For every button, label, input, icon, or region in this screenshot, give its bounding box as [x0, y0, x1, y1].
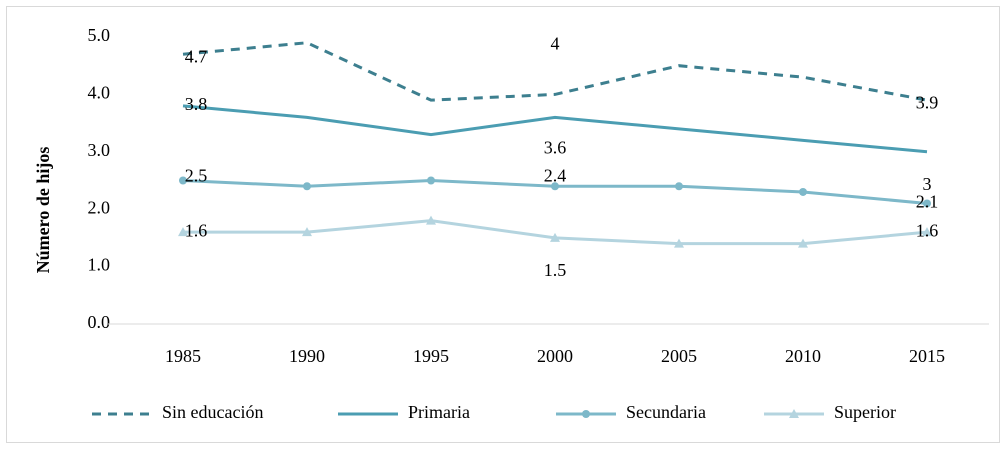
data-label: 3 — [923, 174, 932, 194]
point — [675, 182, 683, 191]
point — [922, 227, 932, 237]
point — [550, 232, 560, 242]
legend-label: Superior — [834, 402, 896, 422]
y-axis-title: Número de hijos — [33, 147, 53, 274]
point — [798, 238, 808, 248]
point — [427, 176, 435, 185]
y-tick-label: 1.0 — [88, 255, 111, 275]
data-label: 1.6 — [185, 220, 208, 240]
data-label: 2.4 — [544, 165, 567, 185]
x-tick-label: 2010 — [785, 346, 821, 366]
data-label: 2.5 — [185, 166, 208, 186]
series-line — [182, 41, 928, 102]
chart-frame — [6, 6, 1000, 443]
point — [302, 227, 312, 237]
x-tick-label: 1995 — [413, 346, 449, 366]
legend-marker — [789, 409, 799, 418]
x-tick-label: 2005 — [661, 346, 697, 366]
point — [303, 182, 311, 191]
x-tick-label: 1990 — [289, 346, 325, 366]
legend-marker — [582, 410, 590, 418]
data-label: 1.6 — [916, 220, 939, 240]
data-label: 3.9 — [916, 92, 939, 112]
y-tick-label: 5.0 — [88, 25, 111, 45]
x-tick-label: 1985 — [165, 346, 201, 366]
x-tick-label: 2000 — [537, 346, 573, 366]
data-label: 2.1 — [916, 192, 939, 212]
point — [923, 199, 931, 208]
point — [799, 187, 807, 196]
data-label: 1.5 — [544, 260, 567, 280]
data-label: 4 — [551, 34, 560, 54]
y-tick-label: 4.0 — [88, 83, 111, 103]
data-label: 3.8 — [185, 94, 208, 114]
point — [179, 176, 187, 185]
x-tick-label: 2015 — [909, 346, 945, 366]
y-tick-label: 2.0 — [88, 197, 111, 217]
legend-label: Sin educación — [162, 402, 263, 422]
series-line — [182, 104, 928, 154]
data-label: 3.6 — [544, 137, 567, 157]
data-label: 4.7 — [185, 46, 208, 66]
legend-label: Secundaria — [626, 402, 706, 422]
point — [551, 182, 559, 191]
y-tick-label: 0.0 — [88, 312, 111, 332]
point — [674, 238, 684, 248]
y-tick-label: 3.0 — [88, 140, 111, 160]
point — [178, 227, 188, 237]
legend-label: Primaria — [408, 402, 470, 422]
point — [426, 215, 436, 225]
